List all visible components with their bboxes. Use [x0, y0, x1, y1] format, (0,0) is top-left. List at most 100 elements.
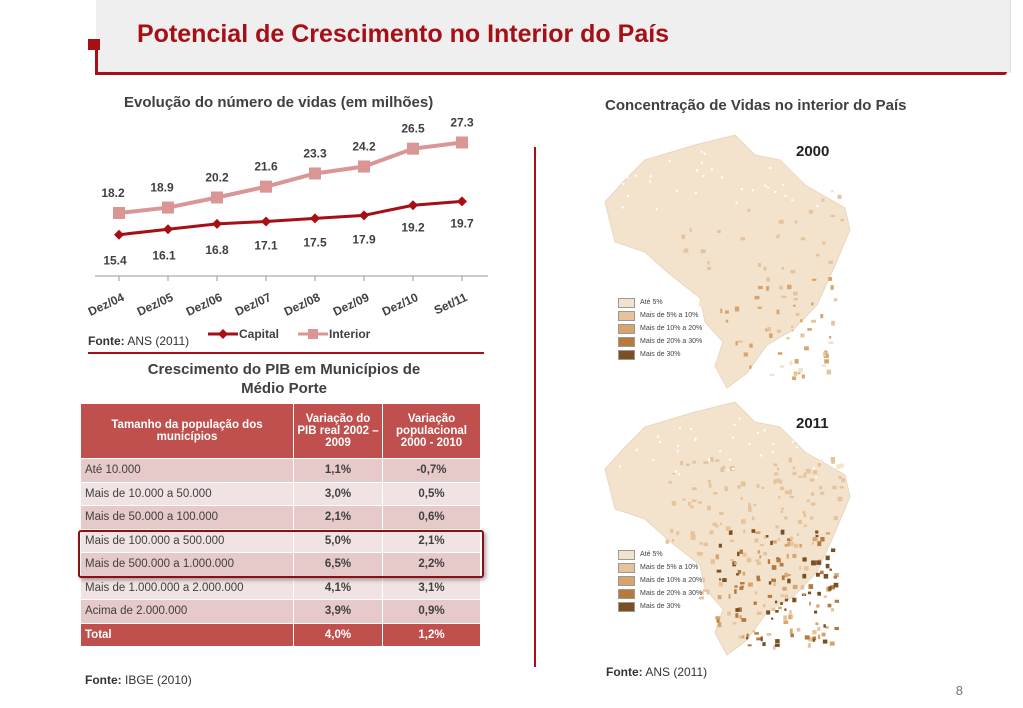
municipality-mark — [740, 497, 743, 500]
municipality-mark — [804, 346, 809, 351]
municipality-mark — [669, 246, 673, 251]
municipality-mark — [698, 557, 701, 562]
map-gap — [644, 157, 647, 160]
map-gap — [655, 208, 658, 211]
municipality-mark — [704, 310, 708, 314]
municipality-mark — [811, 319, 816, 323]
municipality-mark — [816, 604, 820, 608]
municipality-mark — [790, 615, 794, 619]
legend-marker — [308, 329, 318, 339]
municipality-mark — [823, 624, 826, 628]
municipality-mark — [828, 341, 834, 344]
municipality-mark — [680, 460, 684, 466]
municipality-mark — [789, 628, 793, 634]
municipality-mark — [786, 495, 789, 500]
municipality-mark — [757, 486, 762, 490]
municipality-mark — [666, 488, 670, 492]
map-gap — [694, 191, 697, 194]
header-bar — [96, 0, 1011, 73]
data-point — [163, 224, 173, 235]
municipality-mark — [833, 298, 837, 302]
municipality-mark — [806, 499, 810, 503]
legend-label: Mais de 30% — [640, 351, 681, 358]
municipality-mark — [713, 492, 718, 495]
municipality-mark — [716, 569, 722, 573]
municipality-mark — [720, 308, 723, 314]
map-gap — [772, 442, 775, 445]
municipality-mark — [700, 249, 706, 254]
map-gap — [711, 168, 714, 171]
municipality-mark — [767, 559, 771, 564]
map-gap — [727, 469, 730, 472]
municipality-mark — [827, 603, 832, 608]
data-label: 26.5 — [401, 122, 425, 136]
municipality-mark — [789, 360, 793, 366]
municipality-mark — [779, 365, 785, 368]
legend-label: Mais de 30% — [640, 603, 681, 610]
table-cell: 1,1% — [293, 458, 383, 483]
municipality-mark — [754, 295, 760, 300]
municipality-mark — [793, 291, 798, 296]
municipality-mark — [719, 511, 724, 515]
municipality-mark — [766, 277, 770, 282]
municipality-mark — [741, 618, 747, 622]
header-accent-line — [95, 44, 98, 74]
municipality-mark — [742, 571, 746, 576]
map-gap — [677, 444, 680, 447]
data-point — [358, 160, 370, 173]
legend-item: Mais de 10% a 20% — [618, 574, 702, 587]
municipality-mark — [754, 466, 759, 471]
municipality-mark — [717, 595, 722, 600]
data-point — [212, 218, 222, 229]
municipality-mark — [677, 461, 680, 465]
municipality-mark — [792, 597, 797, 603]
map-gap — [782, 183, 785, 186]
municipality-mark — [740, 505, 744, 510]
municipality-mark — [752, 630, 756, 633]
municipality-mark — [812, 636, 817, 641]
map-gap — [702, 175, 705, 178]
municipality-mark — [727, 228, 730, 231]
municipality-mark — [741, 253, 746, 256]
legend-label: Capital — [239, 327, 279, 341]
source-value: ANS (2011) — [127, 334, 190, 348]
table-row: Acima de 2.000.000 3,9% 0,9% — [80, 599, 481, 624]
legend-label: Mais de 20% a 30% — [640, 590, 703, 597]
legend-swatch — [618, 575, 635, 586]
municipality-mark — [820, 537, 825, 542]
map-gap — [740, 188, 743, 191]
municipality-mark — [735, 608, 740, 612]
legend-item: Mais de 5% a 10% — [618, 309, 702, 322]
municipality-mark — [787, 284, 792, 290]
municipality-mark — [798, 367, 803, 373]
municipality-mark — [830, 548, 836, 553]
municipality-mark — [784, 516, 788, 520]
municipality-mark — [742, 552, 747, 557]
municipality-mark — [841, 478, 845, 483]
municipality-mark — [681, 234, 686, 239]
municipality-mark — [718, 581, 723, 587]
municipality-mark — [815, 572, 820, 577]
municipality-mark — [817, 463, 821, 467]
legend-label: Mais de 5% a 10% — [640, 312, 699, 319]
municipality-mark — [760, 486, 765, 489]
municipality-mark — [698, 464, 702, 469]
municipality-mark — [825, 532, 831, 535]
header-marker — [88, 39, 100, 50]
municipality-mark — [784, 490, 788, 495]
map-gap — [826, 445, 829, 448]
municipality-mark — [690, 534, 696, 540]
map-gap — [815, 476, 818, 479]
municipality-mark — [736, 573, 740, 576]
municipality-mark — [804, 461, 809, 467]
municipality-mark — [668, 481, 673, 484]
municipality-mark — [810, 492, 815, 496]
municipality-mark — [781, 507, 784, 510]
municipality-mark — [685, 235, 688, 239]
municipality-mark — [818, 459, 823, 465]
map-gap — [694, 438, 697, 441]
page-number: 8 — [955, 683, 963, 698]
table-cell: 2,1% — [293, 505, 383, 530]
municipality-mark — [697, 498, 701, 503]
